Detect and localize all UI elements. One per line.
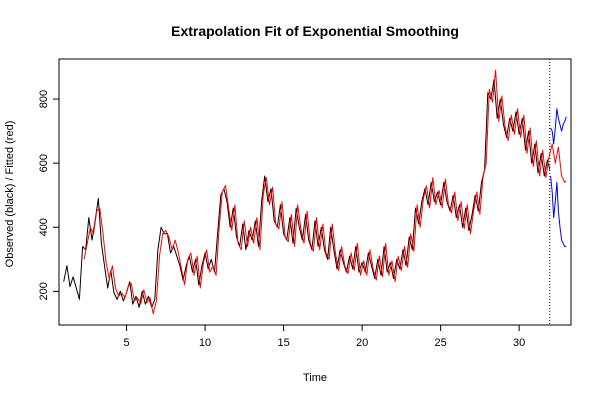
x-axis-label: Time: [303, 372, 327, 384]
series-line-2: [550, 108, 567, 145]
x-tick-label: 30: [513, 337, 525, 349]
plot-area: 5 10 15 20 25 30 200 400 600 800: [38, 58, 572, 349]
x-tick-label: 20: [356, 337, 368, 349]
x-tick-label: 15: [277, 337, 289, 349]
x-tick-label: 25: [435, 337, 447, 349]
plot-frame: [58, 58, 572, 326]
y-tick-label: 400: [38, 218, 50, 236]
x-tick-label: 5: [123, 337, 129, 349]
y-tick-label: 800: [38, 90, 50, 108]
y-tick-label: 200: [38, 282, 50, 300]
x-tick-label: 10: [199, 337, 211, 349]
series-line-1: [83, 69, 567, 315]
y-axis-label: Observed (black) / Fitted (red): [4, 121, 16, 268]
chart-title: Extrapolation Fit of Exponential Smoothi…: [171, 23, 459, 39]
series-line-3: [550, 175, 567, 247]
y-tick-label: 600: [38, 154, 50, 172]
